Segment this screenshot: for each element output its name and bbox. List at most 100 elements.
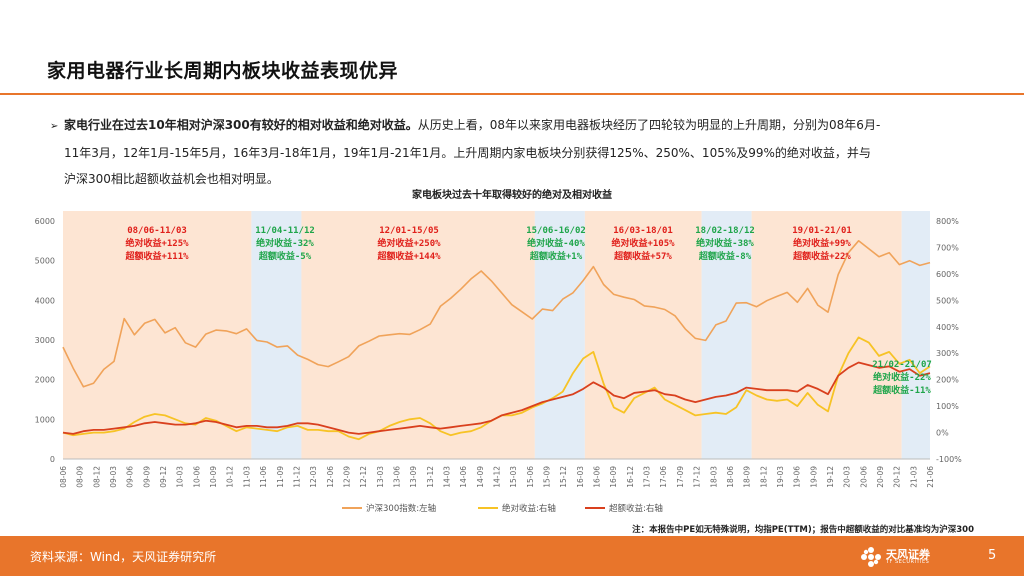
x-axis-tick-label: 15-06 xyxy=(526,466,535,488)
logo-text: 天风证券 xyxy=(886,548,930,561)
period-excess-return: 超额收益+22% xyxy=(792,250,851,262)
x-axis-tick-label: 19-09 xyxy=(809,466,818,488)
period-label: 19/01-21/01 xyxy=(792,226,852,236)
x-axis-tick-label: 11-12 xyxy=(292,466,301,488)
x-axis-tick-label: 20-06 xyxy=(859,466,868,488)
period-excess-return: 超额收益+144% xyxy=(376,250,441,262)
x-axis-tick-label: 11-03 xyxy=(242,466,251,488)
period-excess-return: 超额收益-11% xyxy=(872,384,931,396)
series-line-excess-return xyxy=(62,361,931,435)
period-label: 11/04-11/12 xyxy=(255,226,315,236)
x-axis-tick-label: 15-03 xyxy=(509,466,518,488)
period-band-7 xyxy=(751,211,902,459)
period-label: 21/02-21/07 xyxy=(872,360,932,370)
period-excess-return: 超额收益-8% xyxy=(698,250,752,262)
x-axis-tick-label: 12-06 xyxy=(326,466,335,488)
period-absolute-return: 绝对收益-38% xyxy=(696,237,754,249)
left-axis-tick-label: 3000 xyxy=(35,336,55,345)
x-axis-tick-label: 15-12 xyxy=(559,466,568,488)
legend-label: 沪深300指数:左轴 xyxy=(366,503,436,514)
period-absolute-return: 绝对收益-40% xyxy=(527,237,585,249)
chart-note: 注：本报告中PE如无特殊说明，均指PE(TTM)；报告中超额收益的对比基准均为沪… xyxy=(632,524,974,535)
period-band-5 xyxy=(584,211,702,459)
x-axis-tick-label: 16-09 xyxy=(609,466,618,488)
title-divider xyxy=(0,93,1024,95)
bullet-paragraph: ➢ 家电行业在过去10年相对沪深300有较好的相对收益和绝对收益。从历史上看，08… xyxy=(50,112,985,192)
x-axis-tick-label: 17-12 xyxy=(693,466,702,488)
x-axis-tick-label: 18-03 xyxy=(709,466,718,488)
right-axis-tick-label: 0% xyxy=(936,429,949,438)
x-axis-tick-label: 12-09 xyxy=(342,466,351,488)
bullet-line-1: ➢ 家电行业在过去10年相对沪深300有较好的相对收益和绝对收益。从历史上看，08… xyxy=(50,112,985,140)
page-title: 家用电器行业长周期内板块收益表现优异 xyxy=(47,60,399,82)
period-excess-return: 超额收益+57% xyxy=(613,250,672,262)
x-axis-tick-label: 17-03 xyxy=(643,466,652,488)
right-axis-tick-label: 100% xyxy=(936,402,959,411)
x-axis-tick-label: 08-06 xyxy=(59,466,68,488)
right-axis-tick-label: 300% xyxy=(936,349,959,358)
x-axis-tick-label: 13-06 xyxy=(392,466,401,488)
left-axis-tick-label: 5000 xyxy=(35,257,55,266)
x-axis-tick-label: 21-03 xyxy=(909,466,918,488)
period-label: 18/02-18/12 xyxy=(695,226,755,236)
x-axis-tick-label: 12-03 xyxy=(309,466,318,488)
title-bar: 家用电器行业长周期内板块收益表现优异 xyxy=(0,0,1024,96)
period-excess-return: 超额收益+1% xyxy=(529,250,583,262)
left-axis-tick-label: 2000 xyxy=(35,376,55,385)
footer-bar: 资料来源：Wind，天风证券研究所 天风证券 TF SECURITIES 5 xyxy=(0,536,1024,576)
right-axis-tick-label: 700% xyxy=(936,243,959,252)
period-excess-return: 超额收益+111% xyxy=(124,250,189,262)
bullet-arrow-icon: ➢ xyxy=(50,121,59,132)
x-axis-tick-label: 16-12 xyxy=(626,466,635,488)
left-axis-tick-label: 4000 xyxy=(35,296,55,305)
x-axis-tick-label: 11-09 xyxy=(276,466,285,488)
x-axis-tick-label: 18-06 xyxy=(726,466,735,488)
company-logo: 天风证券 TF SECURITIES xyxy=(860,544,950,570)
period-label: 15/06-16/02 xyxy=(526,226,586,236)
period-band-1 xyxy=(63,211,252,459)
x-axis-tick-label: 19-12 xyxy=(826,466,835,488)
x-axis-tick-label: 18-12 xyxy=(759,466,768,488)
left-axis-tick-label: 6000 xyxy=(35,217,55,226)
returns-line-chart: 家电板块过去十年取得较好的绝对及相对收益 0 1000 2000 3000 4000 500… xyxy=(35,188,974,535)
period-absolute-return: 绝对收益+105% xyxy=(611,237,675,249)
x-axis-tick-label: 13-03 xyxy=(376,466,385,488)
chart-title: 家电板块过去十年取得较好的绝对及相对收益 xyxy=(412,188,612,201)
left-axis-tick-label: 1000 xyxy=(35,415,55,424)
x-axis-tick-label: 17-09 xyxy=(676,466,685,488)
period-absolute-return: 绝对收益+250% xyxy=(377,237,441,249)
period-absolute-return: 绝对收益-32% xyxy=(256,237,314,249)
right-axis-tick-label: 600% xyxy=(936,270,959,279)
x-axis-tick-label: 14-09 xyxy=(476,466,485,488)
period-absolute-return: 绝对收益+99% xyxy=(793,237,851,249)
source-note: 资料来源：Wind，天风证券研究所 xyxy=(30,550,217,564)
x-axis-tick-label: 09-03 xyxy=(109,466,118,488)
series-line-hs300 xyxy=(62,240,931,388)
x-axis-tick-label: 14-03 xyxy=(442,466,451,488)
x-axis-tick-label: 20-09 xyxy=(876,466,885,488)
right-axis-tick-label: 500% xyxy=(936,296,959,305)
x-axis-tick-label: 13-09 xyxy=(409,466,418,488)
x-axis-tick-label: 20-12 xyxy=(893,466,902,488)
x-axis-tick-label: 09-12 xyxy=(159,466,168,488)
legend-label: 超额收益:右轴 xyxy=(609,503,663,514)
right-axis-tick-label: -100% xyxy=(936,455,962,464)
x-axis-tick-label: 13-12 xyxy=(426,466,435,488)
right-axis-tick-label: 200% xyxy=(936,376,959,385)
x-axis-tick-label: 10-12 xyxy=(226,466,235,488)
bullet-line-2: 11年3月，12年1月-15年5月，16年3月-18年1月，19年1月-21年1… xyxy=(64,146,871,160)
x-axis-tick-label: 16-03 xyxy=(576,466,585,488)
bullet-line-1-rest: 从历史上看，08年以来家用电器板块经历了四轮较为明显的上升周期，分别为08年6月… xyxy=(417,118,881,132)
page-number: 5 xyxy=(988,548,997,563)
x-axis-tick-label: 18-09 xyxy=(743,466,752,488)
period-absolute-return: 绝对收益-22% xyxy=(873,371,931,383)
x-axis-tick-label: 09-09 xyxy=(142,466,151,488)
left-axis-tick-label: 0 xyxy=(50,455,55,464)
right-axis-tick-label: 800% xyxy=(936,217,959,226)
x-axis-tick-label: 14-06 xyxy=(459,466,468,488)
period-band-2 xyxy=(251,211,302,459)
period-band-8 xyxy=(901,211,930,459)
x-axis-tick-label: 08-09 xyxy=(76,466,85,488)
x-axis-tick-label: 16-06 xyxy=(593,466,602,488)
x-axis-tick-label: 17-06 xyxy=(659,466,668,488)
